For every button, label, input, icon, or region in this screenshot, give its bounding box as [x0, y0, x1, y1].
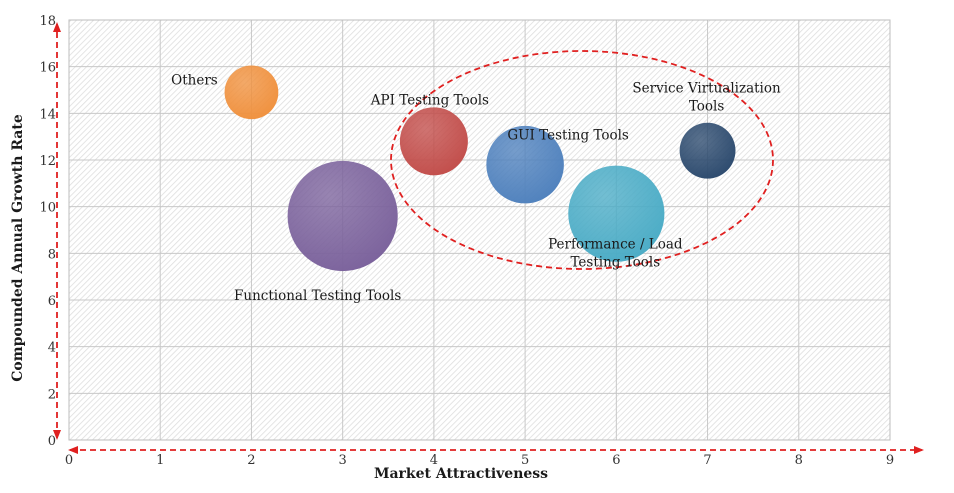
y-tick-label-0: 0: [48, 434, 56, 449]
y-tick-label-8: 16: [39, 61, 56, 76]
x-axis-title: Market Attractiveness: [374, 466, 548, 482]
y-tick-label-2: 4: [48, 341, 56, 356]
bubble-label-4: Performance / Load Testing Tools: [548, 237, 683, 271]
highlight-ellipse: [390, 50, 774, 270]
x-tick-label-1: 1: [156, 453, 164, 468]
x-tick-label-9: 9: [886, 453, 894, 468]
bubble-label-0: Others: [171, 72, 218, 88]
bubble-label-2: API Testing Tools: [370, 92, 489, 108]
y-axis-title: Compounded Annual Growth Rate: [10, 114, 26, 382]
y-tick-label-5: 10: [39, 201, 56, 216]
bubble-3: [486, 125, 564, 204]
bubble-label-3: GUI Testing Tools: [507, 128, 629, 144]
bubble-labels: Others Functional Testing Tools API Testin…: [171, 72, 781, 304]
bubble-label-1: Functional Testing Tools: [234, 288, 401, 304]
x-tick-label-8: 8: [795, 453, 803, 468]
y-tick-label-3: 6: [48, 294, 56, 309]
bubble-1: [287, 160, 398, 272]
x-tick-label-0: 0: [65, 453, 73, 468]
x-tick-label-7: 7: [703, 453, 711, 468]
bubble-5: [679, 122, 736, 179]
x-tick-label-3: 3: [339, 453, 347, 468]
bubble-0: [224, 65, 279, 120]
bubble-4: [568, 165, 665, 262]
y-tick-label-1: 2: [48, 387, 56, 402]
x-tick-label-2: 2: [247, 453, 255, 468]
bubble-2: [399, 107, 468, 176]
x-tick-label-5: 5: [521, 453, 529, 468]
bubble-series: [224, 65, 736, 272]
x-tick-label-4: 4: [430, 453, 438, 468]
y-tick-label-9: 18: [39, 14, 56, 29]
plot-area: [69, 20, 890, 440]
y-tick-label-4: 8: [48, 247, 56, 262]
x-tick-label-6: 6: [612, 453, 620, 468]
bubble-label-5: Service Virtualization Tools: [632, 81, 781, 115]
y-tick-label-6: 12: [39, 154, 56, 169]
plot-border: [68, 19, 891, 441]
y-tick-label-7: 14: [39, 107, 56, 122]
